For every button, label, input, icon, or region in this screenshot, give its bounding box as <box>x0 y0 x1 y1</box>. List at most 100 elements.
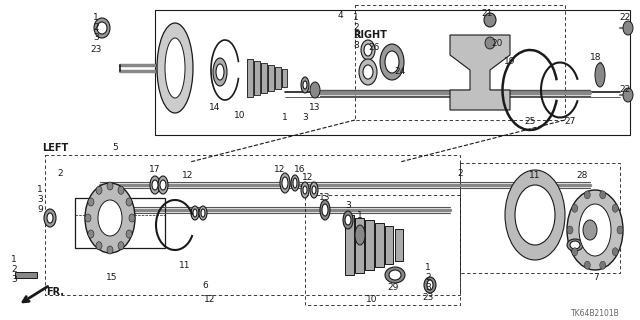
Text: 3: 3 <box>425 284 431 292</box>
Text: 1: 1 <box>357 211 363 220</box>
Ellipse shape <box>310 182 318 198</box>
Text: 3: 3 <box>353 31 359 41</box>
Ellipse shape <box>165 38 185 98</box>
Text: 14: 14 <box>209 103 221 113</box>
Ellipse shape <box>567 190 623 270</box>
Text: 3: 3 <box>37 196 43 204</box>
Bar <box>15 272 37 278</box>
Text: TK64B2101B: TK64B2101B <box>571 308 620 317</box>
Ellipse shape <box>579 204 611 256</box>
Text: 12: 12 <box>182 172 194 180</box>
Ellipse shape <box>595 63 605 87</box>
Text: 22: 22 <box>620 85 630 94</box>
Ellipse shape <box>152 180 158 190</box>
Ellipse shape <box>361 40 375 60</box>
Ellipse shape <box>427 280 433 290</box>
Ellipse shape <box>359 59 377 85</box>
Ellipse shape <box>484 13 496 27</box>
Bar <box>355 218 364 273</box>
Text: 15: 15 <box>106 274 118 283</box>
Ellipse shape <box>505 170 565 260</box>
Ellipse shape <box>424 277 436 293</box>
Bar <box>261 63 267 93</box>
Ellipse shape <box>310 82 320 98</box>
Ellipse shape <box>118 186 124 194</box>
Ellipse shape <box>343 211 353 229</box>
Bar <box>385 226 393 264</box>
Ellipse shape <box>85 183 135 253</box>
Ellipse shape <box>583 220 597 240</box>
Text: 4: 4 <box>337 11 343 20</box>
Text: 12: 12 <box>302 173 314 182</box>
Ellipse shape <box>158 176 168 194</box>
Ellipse shape <box>303 186 307 194</box>
Ellipse shape <box>600 191 605 199</box>
Ellipse shape <box>213 58 227 86</box>
Ellipse shape <box>96 242 102 250</box>
Ellipse shape <box>570 241 580 249</box>
Ellipse shape <box>301 77 309 93</box>
Text: 8: 8 <box>353 41 359 50</box>
Ellipse shape <box>193 209 197 217</box>
Text: 23: 23 <box>90 45 102 54</box>
Ellipse shape <box>623 21 633 35</box>
Text: 1: 1 <box>353 13 359 22</box>
Text: 26: 26 <box>368 43 380 52</box>
Text: 11: 11 <box>529 171 541 180</box>
Ellipse shape <box>572 248 578 256</box>
Text: 1: 1 <box>93 12 99 21</box>
Ellipse shape <box>150 176 160 194</box>
Ellipse shape <box>584 261 590 269</box>
Text: 3: 3 <box>11 276 17 284</box>
Ellipse shape <box>320 200 330 220</box>
Ellipse shape <box>363 65 373 79</box>
Ellipse shape <box>88 230 94 238</box>
Ellipse shape <box>129 214 135 222</box>
Ellipse shape <box>291 175 299 191</box>
Text: 17: 17 <box>149 165 161 174</box>
Ellipse shape <box>322 204 328 216</box>
Text: 13: 13 <box>319 194 331 203</box>
Bar <box>375 223 384 267</box>
Text: 27: 27 <box>564 117 576 126</box>
Bar <box>275 67 281 89</box>
Bar <box>395 229 403 261</box>
Text: 2: 2 <box>93 23 99 33</box>
Text: 2: 2 <box>457 169 463 178</box>
Ellipse shape <box>94 18 110 38</box>
Text: 11: 11 <box>179 260 191 269</box>
Ellipse shape <box>98 200 122 236</box>
Ellipse shape <box>389 270 401 280</box>
Text: 24: 24 <box>394 68 406 76</box>
Bar <box>345 215 354 275</box>
Bar <box>75 198 165 248</box>
Ellipse shape <box>303 81 307 89</box>
Ellipse shape <box>584 191 590 199</box>
Ellipse shape <box>107 246 113 254</box>
Ellipse shape <box>623 88 633 102</box>
Ellipse shape <box>293 178 297 188</box>
Text: 6: 6 <box>202 281 208 290</box>
Ellipse shape <box>126 230 132 238</box>
Ellipse shape <box>96 186 102 194</box>
Ellipse shape <box>485 37 495 49</box>
Text: FR.: FR. <box>46 287 64 297</box>
Ellipse shape <box>126 198 132 206</box>
Ellipse shape <box>44 209 56 227</box>
Text: 2: 2 <box>57 170 63 179</box>
Text: 10: 10 <box>234 110 246 119</box>
Ellipse shape <box>567 226 573 234</box>
Ellipse shape <box>515 185 555 245</box>
Ellipse shape <box>280 173 290 193</box>
Ellipse shape <box>301 182 309 198</box>
Ellipse shape <box>617 226 623 234</box>
Bar <box>305 195 460 305</box>
Ellipse shape <box>567 239 583 251</box>
Ellipse shape <box>612 248 618 256</box>
Ellipse shape <box>385 51 399 73</box>
Bar <box>45 155 460 295</box>
Text: 3: 3 <box>93 34 99 43</box>
Text: 1: 1 <box>425 263 431 273</box>
Bar <box>282 69 287 87</box>
Ellipse shape <box>312 186 316 194</box>
